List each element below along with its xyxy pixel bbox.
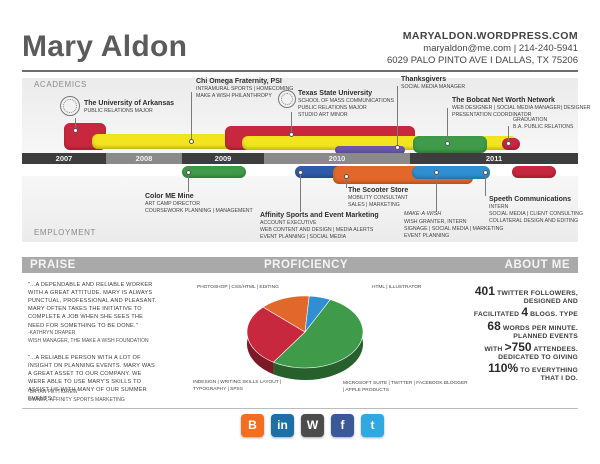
pie-label-microsoft: MICROSOFT SUITE | TWITTER | FACEBOOK BLO…: [343, 381, 468, 393]
wordpress-icon[interactable]: W: [301, 414, 324, 437]
entry-color-me-mine: Color ME Mine ART CAMP DIRECTOR COURSEWO…: [145, 193, 253, 215]
year-2007: 2007: [22, 153, 106, 164]
timeline-dot[interactable]: [298, 170, 303, 175]
twitter-icon[interactable]: t: [361, 414, 384, 437]
praise-quote-1: "...A DEPENDABLE AND RELIABLE WORKER WIT…: [28, 282, 157, 329]
praise-attribution-2: -BRYAN PETTIGREW OWNER, AFFINITY SPORTS …: [28, 389, 125, 403]
year-2008: 2008: [135, 154, 153, 163]
timeline-dot[interactable]: [289, 132, 294, 137]
entry-arkansas: The University of Arkansas PUBLIC RELATI…: [84, 100, 174, 115]
praise-attribution-1: -KATHRYN DRAPER WISH MANAGER, THE MAKE A…: [28, 330, 149, 344]
timeline-dot[interactable]: [186, 170, 191, 175]
timeline-bar-purple: [335, 146, 405, 154]
pie-slice-html: [304, 295, 331, 334]
timeline-dot[interactable]: [434, 170, 439, 175]
arkansas-seal-icon: [60, 96, 80, 116]
pie-label-html: HTML | ILLUSTRATOR: [372, 285, 422, 290]
timeline-bar-graduation: [502, 138, 520, 150]
entry-bobcat: The Bobcat Net Worth Network WEB DESIGNE…: [452, 97, 591, 119]
pie-slice-photoshop: [262, 295, 310, 333]
timeline-dot[interactable]: [73, 128, 78, 133]
year-2009: 2009: [182, 153, 264, 164]
email-phone[interactable]: maryaldon@me.com | 214-240-5941: [423, 43, 578, 54]
about-stats: 401 TWITTER FOLLOWERS, DESIGNED AND FACI…: [473, 284, 578, 382]
section-header-bar: PRAISE PROFICIENCY ABOUT ME: [22, 257, 578, 273]
academics-label: ACADEMICS: [34, 80, 87, 89]
blogger-icon[interactable]: B: [241, 414, 264, 437]
header-divider: [22, 70, 578, 72]
timeline-bar-speeth: [512, 166, 556, 178]
address: 6029 PALO PINTO AVE I DALLAS, TX 75206: [387, 55, 578, 66]
website-link[interactable]: MARYALDON.WORDPRESS.COM: [402, 30, 578, 42]
make-a-wish-logo: MAKE·A·WISH: [404, 211, 442, 217]
timeline-dot[interactable]: [344, 174, 349, 179]
year-2011: 2011: [410, 153, 578, 164]
employment-label: EMPLOYMENT: [34, 228, 97, 237]
entry-speeth: Speeth Communications INTERN SOCIAL MEDI…: [489, 196, 584, 225]
entry-scooter-store: The Scooter Store MOBILITY CONSULTANT SA…: [348, 187, 409, 209]
praise-quote-2: "...A RELIABLE PERSON WITH A LOT OF INSI…: [28, 355, 155, 402]
pie-slice-microsoft-side: [273, 299, 364, 380]
timeline-dot[interactable]: [483, 170, 488, 175]
pie-slice-microsoft: [272, 299, 364, 369]
year-2010: 2010: [328, 154, 346, 163]
facebook-icon[interactable]: f: [331, 414, 354, 437]
pie-label-photoshop: PHOTOSHOP | CSS/HTML | EDITING: [197, 285, 279, 290]
entry-chi-omega: Chi Omega Fraternity, PSI INTRAMURAL SPO…: [196, 78, 294, 100]
footer-divider: [22, 408, 578, 409]
timeline-bar-bobcat: [413, 136, 487, 153]
entry-graduation: GRADUATION B.A. PUBLIC RELATIONS: [513, 117, 574, 131]
timeline-dot[interactable]: [445, 141, 450, 146]
timeline-dot[interactable]: [395, 145, 400, 150]
linkedin-icon[interactable]: in: [271, 414, 294, 437]
entry-thanksgivers: Thanksgivers SOCIAL MEDIA MANAGER: [401, 76, 466, 91]
timeline-dot[interactable]: [506, 141, 511, 146]
entry-affinity: Affinity Sports and Event Marketing ACCO…: [260, 212, 379, 241]
contact-block: MARYALDON.WORDPRESS.COM maryaldon@me.com…: [387, 30, 578, 66]
pie-slice-indesign: [246, 306, 306, 363]
entry-make-a-wish: WISH GRANTER, INTERN SIGNAGE | SOCIAL ME…: [404, 219, 504, 240]
proficiency-heading: PROFICIENCY: [264, 259, 349, 271]
timeline-dot[interactable]: [189, 139, 194, 144]
praise-heading: PRAISE: [30, 259, 76, 271]
entry-texas-state: Texas State University SCHOOL OF MASS CO…: [298, 90, 394, 119]
resume-name: Mary Aldon: [22, 30, 188, 63]
timeline-bar-chi-omega: [92, 134, 242, 149]
timeline-bar-make-a-wish: [412, 166, 490, 179]
proficiency-pie-chart: [246, 295, 364, 380]
about-heading: ABOUT ME: [504, 259, 570, 271]
year-axis: 2007 2008 2009 2010 2011: [22, 153, 578, 164]
pie-label-indesign: INDESIGN | WRITING SKILLS LAYOUT | TYPOG…: [193, 380, 282, 392]
timeline-bar-color-me-mine: [182, 166, 246, 178]
texas-state-seal-icon: [278, 90, 296, 108]
